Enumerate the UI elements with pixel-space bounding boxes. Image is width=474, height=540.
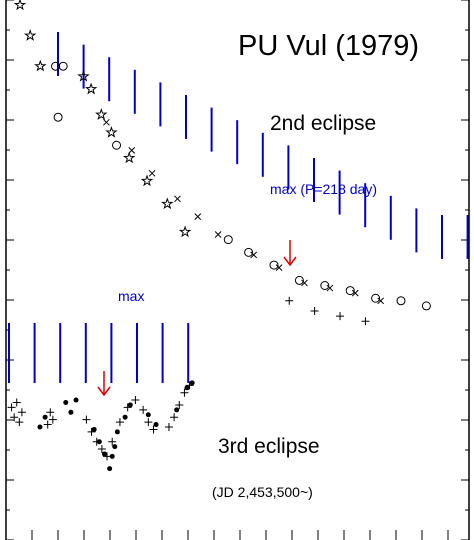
plus-marker (149, 425, 158, 434)
cross-marker (351, 289, 359, 297)
cross-marker (250, 251, 258, 259)
jd-note-label: (JD 2,453,500~) (212, 484, 313, 500)
filled-circle-marker (96, 439, 102, 445)
third-eclipse-label: 3rd eclipse (218, 435, 320, 458)
star-marker (34, 59, 47, 72)
filled-circle-marker (37, 424, 43, 430)
plus-marker (310, 307, 319, 315)
data-markers (7, 0, 431, 472)
plus-marker (43, 420, 52, 429)
plus-marker (170, 413, 179, 422)
open-circle-marker (53, 112, 63, 122)
plus-marker (15, 418, 24, 427)
star-marker (13, 0, 27, 11)
filled-circle-marker (63, 400, 69, 405)
plus-marker (115, 418, 124, 427)
plus-marker (131, 396, 140, 405)
plus-marker (180, 388, 189, 397)
eclipse-arrow-head (97, 386, 111, 397)
cross-marker (194, 213, 202, 221)
plus-marker (97, 445, 106, 454)
filled-circle-marker (91, 426, 97, 432)
filled-circle-marker (107, 466, 113, 472)
open-circle-marker (112, 140, 122, 150)
filled-circle-marker (189, 380, 195, 386)
open-circle-marker (396, 296, 406, 306)
cross-marker (103, 118, 110, 126)
filled-circle-marker (68, 409, 74, 415)
plus-marker (336, 312, 345, 321)
star-marker (105, 125, 118, 138)
plus-marker (46, 408, 55, 417)
star-marker (123, 151, 136, 164)
open-circle-marker (244, 247, 254, 257)
plus-marker (7, 403, 16, 412)
cross-marker (326, 284, 334, 292)
open-circle-marker (371, 293, 381, 303)
plus-marker (139, 405, 148, 414)
eclipse-arrow-head (283, 256, 297, 267)
plus-marker (17, 408, 26, 417)
cross-marker (214, 231, 222, 238)
eclipse-arrows (97, 240, 297, 397)
max-lower-label: max (118, 288, 144, 304)
cross-marker (128, 146, 136, 154)
cross-marker (174, 195, 181, 203)
cross-marker (377, 297, 385, 305)
filled-circle-marker (184, 385, 190, 391)
star-marker (140, 174, 154, 187)
filled-circle-marker (73, 397, 79, 403)
axis-ticks (5, 0, 469, 540)
cross-marker (301, 279, 308, 287)
star-marker (23, 29, 37, 41)
filled-circle-marker (153, 422, 159, 428)
open-circle-marker (421, 301, 431, 311)
plus-marker (48, 415, 57, 424)
filled-circle-marker (174, 407, 180, 413)
filled-circle-marker (145, 412, 151, 418)
cross-marker (275, 264, 283, 272)
star-marker (95, 108, 108, 120)
plot-frame (5, 0, 470, 540)
open-circle-marker (269, 260, 279, 270)
open-circle-marker (223, 235, 233, 245)
open-circle-marker (345, 286, 355, 296)
plus-marker (144, 418, 153, 427)
plus-marker (285, 296, 294, 305)
filled-circle-marker (122, 414, 128, 420)
cross-marker (148, 169, 156, 177)
open-circle-marker (294, 275, 304, 285)
filled-circle-marker (109, 453, 115, 459)
plus-marker (82, 415, 91, 424)
star-marker (161, 197, 174, 210)
open-circle-marker (320, 281, 330, 290)
filled-circle-marker (42, 414, 48, 420)
plus-marker (108, 437, 117, 446)
plus-marker (164, 423, 173, 431)
plus-marker (175, 400, 184, 409)
filled-circle-marker (101, 451, 107, 457)
chart-title: PU Vul (1979) (238, 30, 419, 62)
filled-circle-marker (127, 402, 133, 408)
plus-marker (10, 413, 19, 422)
star-marker (178, 225, 192, 238)
filled-circle-marker (114, 429, 120, 435)
open-circle-marker (58, 61, 68, 71)
max-ticks (8, 32, 469, 383)
second-eclipse-label: 2nd eclipse (270, 112, 376, 135)
filled-circle-marker (112, 444, 118, 450)
star-marker (77, 69, 90, 82)
star-marker (85, 82, 98, 95)
plus-marker (361, 317, 370, 326)
plus-marker (12, 398, 21, 407)
max-period-label: max (P=218 day) (270, 181, 377, 197)
